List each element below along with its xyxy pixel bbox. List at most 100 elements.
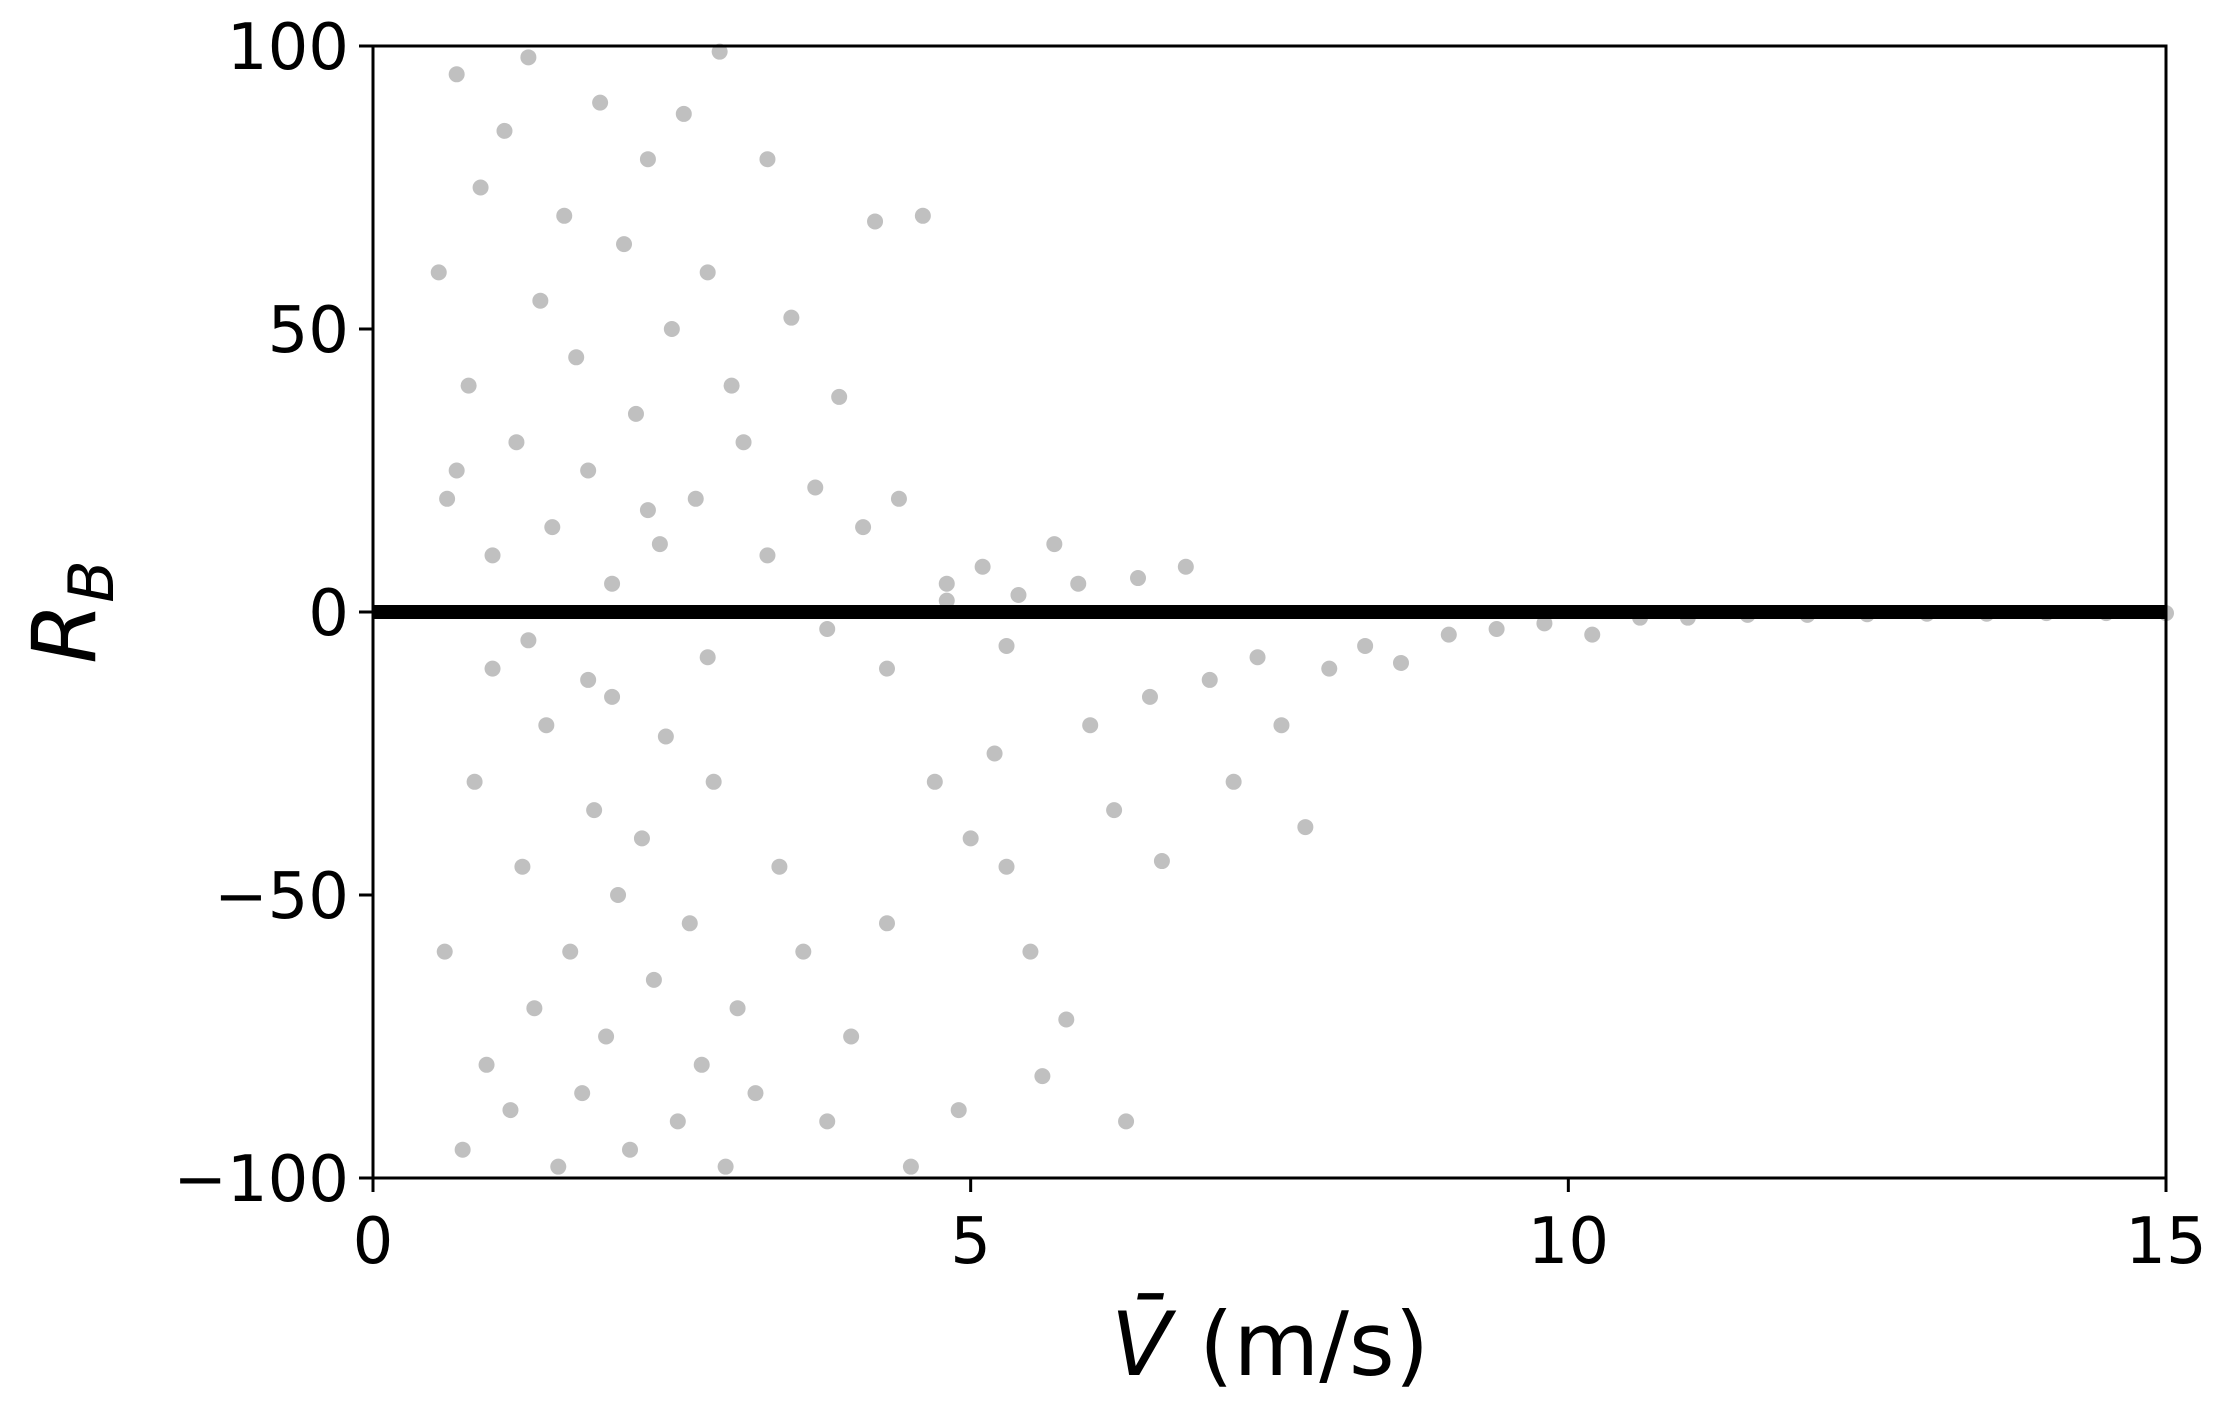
point bbox=[1392, 654, 1409, 671]
point bbox=[1357, 637, 1374, 654]
point bbox=[1058, 1011, 1075, 1028]
point bbox=[699, 649, 716, 666]
point bbox=[938, 575, 955, 592]
point bbox=[550, 1158, 567, 1175]
point bbox=[621, 1141, 638, 1158]
x-tick-label: 10 bbox=[1528, 1205, 1609, 1279]
point bbox=[867, 213, 884, 230]
point bbox=[878, 915, 895, 932]
point bbox=[1225, 773, 1242, 790]
point bbox=[663, 321, 680, 337]
point bbox=[454, 1141, 471, 1158]
point bbox=[1273, 717, 1290, 734]
point bbox=[574, 1085, 591, 1102]
point bbox=[681, 915, 698, 932]
point bbox=[669, 1113, 686, 1130]
point bbox=[508, 434, 525, 451]
point bbox=[1488, 620, 1505, 637]
point bbox=[448, 462, 465, 479]
point bbox=[986, 745, 1003, 762]
point bbox=[651, 536, 668, 553]
y-label-main: R bbox=[13, 603, 116, 664]
y-tick-label: −100 bbox=[173, 1143, 349, 1217]
point bbox=[735, 434, 752, 451]
point bbox=[1536, 615, 1553, 632]
point bbox=[1082, 717, 1099, 734]
point bbox=[1141, 688, 1158, 705]
point bbox=[645, 971, 662, 988]
point bbox=[771, 858, 788, 875]
point bbox=[705, 773, 722, 790]
point bbox=[914, 207, 931, 224]
point bbox=[831, 388, 848, 405]
point bbox=[544, 519, 561, 536]
point bbox=[711, 43, 728, 60]
point bbox=[496, 122, 513, 139]
point bbox=[974, 558, 991, 575]
x-axis-label: V̄ (m/s) bbox=[1111, 1293, 1429, 1396]
point bbox=[627, 405, 644, 422]
point bbox=[639, 151, 656, 168]
point bbox=[723, 377, 740, 394]
point bbox=[1177, 558, 1194, 575]
x-tick-label: 0 bbox=[353, 1205, 394, 1279]
point bbox=[484, 547, 501, 564]
point bbox=[1070, 575, 1087, 592]
point bbox=[633, 830, 650, 847]
point bbox=[729, 1000, 746, 1017]
point bbox=[795, 943, 812, 960]
point bbox=[843, 1028, 860, 1045]
y-tick-label: 50 bbox=[268, 294, 349, 368]
y-tick-label: 0 bbox=[308, 577, 349, 651]
point bbox=[604, 688, 621, 705]
x-label-unit: (m/s) bbox=[1199, 1293, 1429, 1396]
y-tick-label: −50 bbox=[214, 860, 349, 934]
y-label-sub: B bbox=[55, 560, 128, 603]
point bbox=[747, 1085, 764, 1102]
point bbox=[962, 830, 979, 847]
point bbox=[520, 632, 537, 649]
point bbox=[1321, 660, 1338, 677]
point bbox=[693, 1056, 710, 1073]
point bbox=[610, 887, 627, 903]
point bbox=[439, 490, 456, 507]
point bbox=[604, 575, 621, 592]
point bbox=[478, 1056, 495, 1073]
point bbox=[616, 236, 633, 253]
point bbox=[538, 717, 555, 734]
point bbox=[460, 377, 477, 394]
point bbox=[675, 105, 692, 122]
point bbox=[926, 773, 943, 790]
point bbox=[1297, 819, 1314, 836]
point bbox=[998, 637, 1015, 654]
point bbox=[1440, 626, 1457, 643]
point bbox=[938, 592, 955, 609]
point bbox=[639, 502, 656, 519]
point bbox=[1010, 587, 1027, 604]
point bbox=[586, 802, 603, 819]
point bbox=[568, 349, 585, 366]
point bbox=[1046, 536, 1063, 553]
point bbox=[1034, 1068, 1051, 1085]
point bbox=[436, 943, 453, 960]
point bbox=[819, 620, 836, 637]
point bbox=[448, 66, 465, 83]
point bbox=[890, 490, 907, 507]
point bbox=[520, 49, 537, 66]
point bbox=[1249, 649, 1266, 666]
point bbox=[502, 1102, 519, 1119]
point bbox=[1022, 943, 1039, 960]
point bbox=[878, 660, 895, 677]
point bbox=[950, 1102, 967, 1119]
point bbox=[526, 1000, 543, 1017]
point bbox=[902, 1158, 919, 1175]
point bbox=[1201, 671, 1218, 688]
point bbox=[562, 943, 579, 960]
point bbox=[687, 490, 704, 507]
x-label-symbol: V̄ bbox=[1111, 1293, 1177, 1396]
point bbox=[717, 1158, 734, 1175]
point bbox=[759, 547, 776, 564]
point bbox=[472, 179, 489, 196]
point bbox=[807, 479, 824, 496]
